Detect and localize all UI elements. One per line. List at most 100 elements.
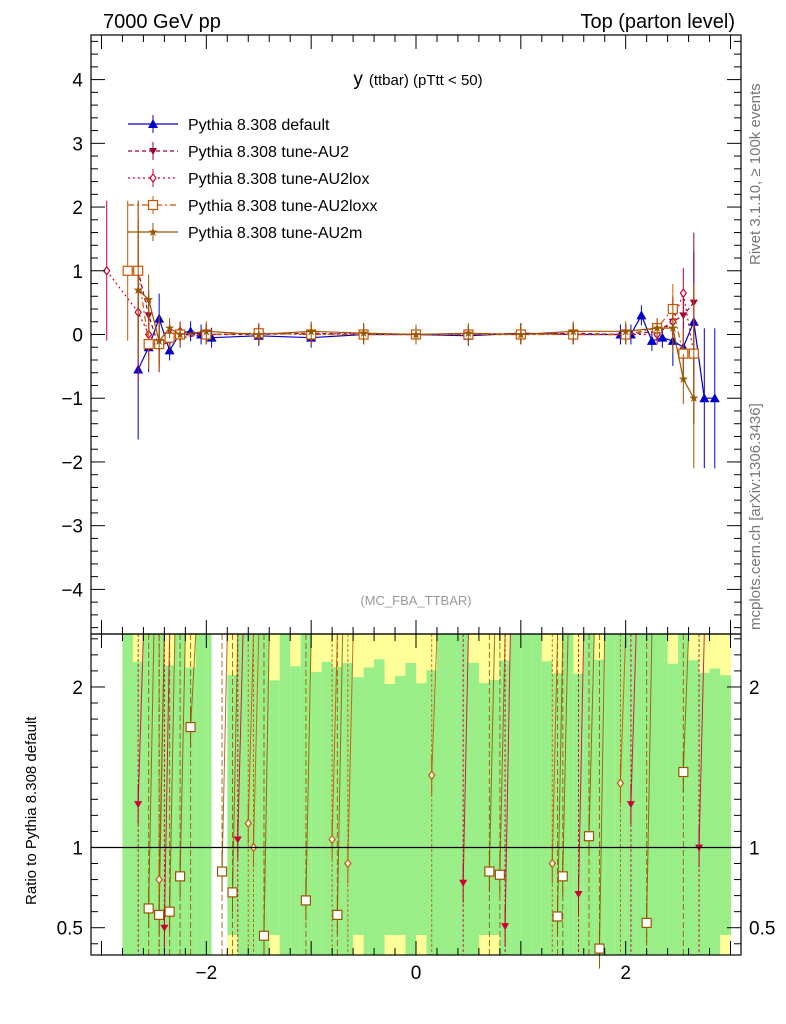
ratio-marker-diamond — [548, 858, 557, 869]
ratio-marker-triangle — [160, 924, 169, 932]
series-4: ★★★★ ★ ★ ★ ★ ★ ★ ★ ★ ★ ★ ★ ★★★ — [133, 219, 699, 469]
ratio-connector — [179, 633, 186, 877]
y-tick-label: 4 — [72, 71, 83, 92]
ratio-band-green — [174, 634, 186, 955]
legend-entry: Pythia 8.308 tune-AU2loxx — [128, 196, 377, 215]
marker-star: ★ — [175, 328, 186, 342]
series-line — [137, 289, 695, 399]
marker-star: ★ — [411, 328, 422, 342]
ratio-band-green — [405, 662, 417, 955]
ratio-band-green — [657, 634, 669, 955]
ratio-band-green — [678, 634, 690, 955]
ratio-marker-square — [227, 887, 238, 898]
ratio-marker-square — [300, 895, 312, 906]
ratio-marker-triangle — [459, 879, 468, 887]
ratio-y-tick-label-right: 2 — [749, 678, 760, 699]
ratio-band-green — [646, 634, 658, 955]
ratio-band-green — [720, 675, 732, 935]
x-tick-label: 2 — [620, 963, 631, 984]
legend-label: Pythia 8.308 default — [188, 117, 330, 134]
ratio-connector — [562, 633, 569, 877]
marker-star: ★ — [620, 324, 631, 338]
ratio-marker-square — [583, 831, 595, 842]
ratio-connector — [588, 633, 595, 837]
legend-entry: Pythia 8.308 default — [128, 115, 330, 134]
y-tick-label: −2 — [61, 453, 83, 474]
ratio-band-green — [237, 634, 249, 955]
ratio-connector — [263, 633, 270, 936]
ratio-band-green — [332, 667, 344, 955]
ratio-y-tick-label: 1 — [72, 838, 83, 859]
ratio-connector — [253, 633, 260, 848]
ratio-connector — [169, 633, 176, 912]
marker-triangle-up — [636, 310, 647, 320]
ratio-marker-diamond — [344, 858, 352, 869]
marker-star: ★ — [143, 292, 154, 306]
ratio-band-green — [636, 634, 648, 955]
ratio-band-green — [185, 667, 197, 955]
ratio-connector — [630, 633, 637, 805]
ratio-band-green — [447, 634, 459, 955]
legend-label: Pythia 8.308 tune-AU2m — [188, 225, 362, 242]
ratio-connector — [305, 633, 312, 901]
ratio-band-green — [300, 634, 312, 955]
ratio-connector — [137, 633, 144, 805]
ratio-band-green — [279, 634, 291, 955]
ratio-connector — [158, 633, 165, 915]
legend-label: Pythia 8.308 tune-AU2lox — [188, 171, 369, 188]
side-label-mcplots: mcplots.cern.ch [arXiv:1306.3436] — [747, 403, 764, 630]
ratio-y-tick-label: 0.5 — [57, 919, 83, 940]
marker-square — [147, 199, 159, 211]
ratio-connector — [551, 633, 559, 864]
marker-triangle-up — [699, 393, 710, 403]
ratio-connector — [488, 633, 496, 872]
marker-triangle-up — [657, 332, 668, 342]
y-tick-label: −4 — [61, 580, 83, 601]
ratio-band-green — [688, 660, 700, 955]
ratio-connector — [499, 633, 506, 875]
legend-label: Pythia 8.308 tune-AU2 — [188, 144, 349, 161]
ratio-marker-square — [678, 766, 689, 778]
ratio-marker-square — [216, 866, 228, 877]
ratio-marker-square — [143, 903, 154, 914]
ratio-marker-diamond — [155, 874, 163, 885]
ratio-band-green — [290, 666, 302, 955]
ratio-band-green — [510, 634, 522, 955]
main-curves: ★★★★ ★ ★ ★ ★ ★ ★ ★ ★ ★ ★ ★ ★★★ — [102, 200, 720, 469]
ratio-y-tick-label-right: 1 — [749, 838, 760, 859]
ratio-band-green — [363, 667, 375, 955]
legend-label: Pythia 8.308 tune-AU2loxx — [188, 198, 377, 215]
legend: Pythia 8.308 default Pythia 8.308 tune-AU… — [128, 115, 377, 242]
ratio-connector — [431, 633, 438, 776]
ratio-connector — [148, 633, 155, 909]
y-tick-label: 1 — [72, 262, 83, 283]
ratio-band-green — [478, 683, 490, 935]
ratio-band-green — [583, 634, 595, 955]
axes: −2 0 2 4 3 2 1 0 −1 −2 −3 −4 2 2 1 1 0.5 0.5 — [57, 34, 775, 984]
ratio-connector — [347, 633, 354, 864]
ratio-curves — [91, 633, 741, 969]
ratio-band-green — [122, 634, 134, 955]
ratio-uncertainty-bands — [122, 634, 732, 955]
plot-title: y (ttbar) (pTtt < 50) — [353, 69, 482, 90]
ratio-band-green — [489, 680, 501, 935]
ratio-connector — [462, 633, 469, 883]
ratio-band-green — [374, 659, 386, 955]
ratio-y-tick-label: 2 — [72, 678, 83, 699]
ratio-connector — [598, 633, 606, 949]
ratio-marker-square — [494, 869, 505, 880]
marker-star: ★ — [688, 391, 699, 405]
ratio-ylabel: Ratio to Pythia 8.308 default — [23, 716, 40, 905]
series-0 — [133, 251, 720, 469]
marker-star: ★ — [201, 324, 212, 338]
ratio-marker-square — [154, 909, 165, 920]
marker-star: ★ — [154, 334, 165, 348]
marker-star: ★ — [306, 324, 317, 338]
ratio-band-green — [520, 634, 532, 955]
y-tick-label: −3 — [61, 517, 83, 538]
y-tick-label: 0 — [72, 326, 83, 347]
ratio-marker-square — [641, 917, 652, 929]
ratio-band-green — [195, 634, 207, 955]
marker-star: ★ — [164, 321, 175, 335]
